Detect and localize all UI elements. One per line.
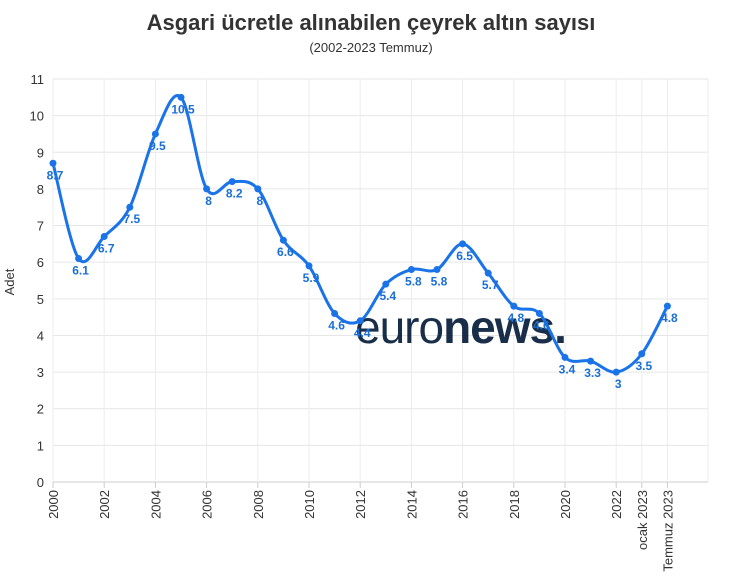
y-tick-label: 0 bbox=[37, 475, 44, 490]
data-point bbox=[356, 317, 364, 325]
data-label: 10.5 bbox=[171, 102, 195, 116]
data-point bbox=[254, 185, 262, 193]
data-point bbox=[663, 302, 671, 310]
x-tick-label: 2018 bbox=[507, 490, 522, 519]
data-label: 9.5 bbox=[149, 139, 166, 153]
x-tick-label: 2002 bbox=[97, 490, 112, 519]
data-label: 8 bbox=[205, 194, 212, 208]
data-point bbox=[382, 280, 390, 288]
data-label: 4.6 bbox=[328, 318, 345, 332]
x-tick-label: 2010 bbox=[302, 490, 317, 519]
data-label: 6.5 bbox=[456, 249, 473, 263]
data-label: 5.8 bbox=[431, 275, 448, 289]
x-tick-label: 2008 bbox=[251, 490, 266, 519]
data-point bbox=[279, 236, 287, 244]
data-label: 8.7 bbox=[47, 168, 64, 182]
data-point bbox=[49, 159, 57, 167]
x-tick-label: 2000 bbox=[46, 490, 61, 519]
data-label: 7.5 bbox=[123, 212, 140, 226]
data-point bbox=[407, 266, 415, 274]
data-label: 5.7 bbox=[482, 278, 499, 292]
data-point bbox=[535, 309, 543, 317]
data-label: 3.5 bbox=[635, 359, 652, 373]
data-point bbox=[100, 233, 108, 241]
y-tick-label: 8 bbox=[37, 182, 44, 197]
chart-subtitle: (2002-2023 Temmuz) bbox=[309, 40, 433, 55]
data-point bbox=[75, 255, 83, 263]
data-point bbox=[177, 93, 185, 101]
data-label: 4.4 bbox=[354, 326, 371, 340]
data-point bbox=[510, 302, 518, 310]
data-point bbox=[612, 368, 620, 376]
y-tick-label: 6 bbox=[37, 255, 44, 270]
data-point bbox=[433, 266, 441, 274]
data-point bbox=[203, 185, 211, 193]
x-tick-label: 2020 bbox=[558, 490, 573, 519]
y-tick-label: 2 bbox=[37, 402, 44, 417]
chart-title: Asgari ücretle alınabilen çeyrek altın s… bbox=[146, 10, 596, 35]
data-point bbox=[587, 357, 595, 365]
data-label: 4.8 bbox=[507, 311, 524, 325]
y-tick-label: 9 bbox=[37, 145, 44, 160]
data-point bbox=[151, 130, 159, 138]
x-tick-label: Temmuz 2023 bbox=[660, 490, 675, 572]
data-point bbox=[331, 309, 339, 317]
data-label: 8.2 bbox=[226, 187, 243, 201]
x-tick-label: ocak 2023 bbox=[635, 490, 650, 550]
data-label: 3.4 bbox=[559, 362, 576, 376]
data-labels: 8.7 6.1 6.7 7.5 9.5 10.5 8 8.2 8 6.6 5.9 4.6 4.4 5.4 5… bbox=[47, 102, 678, 391]
data-point bbox=[459, 240, 467, 248]
data-label: 5.4 bbox=[379, 289, 396, 303]
x-tick-label: 2016 bbox=[456, 490, 471, 519]
data-point bbox=[484, 269, 492, 277]
data-point bbox=[126, 203, 134, 211]
data-point bbox=[305, 262, 313, 270]
y-tick-label: 1 bbox=[37, 438, 44, 453]
data-label: 8 bbox=[256, 194, 263, 208]
data-label: 4.8 bbox=[661, 311, 678, 325]
y-axis-label: Adet bbox=[2, 268, 17, 295]
data-label: 4.6 bbox=[533, 318, 550, 332]
grid-lines bbox=[52, 78, 709, 483]
y-tick-label: 7 bbox=[37, 219, 44, 234]
data-point bbox=[638, 350, 646, 358]
data-label: 6.6 bbox=[277, 245, 294, 259]
data-label: 5.9 bbox=[303, 271, 320, 285]
y-tick-label: 5 bbox=[37, 292, 44, 307]
data-label: 6.7 bbox=[98, 242, 115, 256]
y-tick-label: 10 bbox=[30, 109, 44, 124]
data-label: 6.1 bbox=[72, 264, 89, 278]
x-tick-label: 2014 bbox=[404, 490, 419, 519]
x-tick-label: 2004 bbox=[148, 490, 163, 519]
series-gold-coins bbox=[49, 93, 671, 376]
data-label: 3 bbox=[615, 377, 622, 391]
data-label: 5.8 bbox=[405, 275, 422, 289]
y-tick-label: 4 bbox=[37, 328, 44, 343]
x-tick-label: 2022 bbox=[609, 490, 624, 519]
axes: 0 1 2 3 4 5 6 7 8 9 10 11 2000 2002 2004 2006 2008 2010 20… bbox=[30, 72, 676, 572]
y-tick-label: 11 bbox=[31, 72, 45, 87]
x-tick-label: 2012 bbox=[353, 490, 368, 519]
y-tick-label: 3 bbox=[37, 365, 44, 380]
data-point bbox=[228, 178, 236, 186]
x-tick-label: 2006 bbox=[200, 490, 215, 519]
data-point bbox=[561, 353, 569, 361]
data-label: 3.3 bbox=[584, 366, 601, 380]
